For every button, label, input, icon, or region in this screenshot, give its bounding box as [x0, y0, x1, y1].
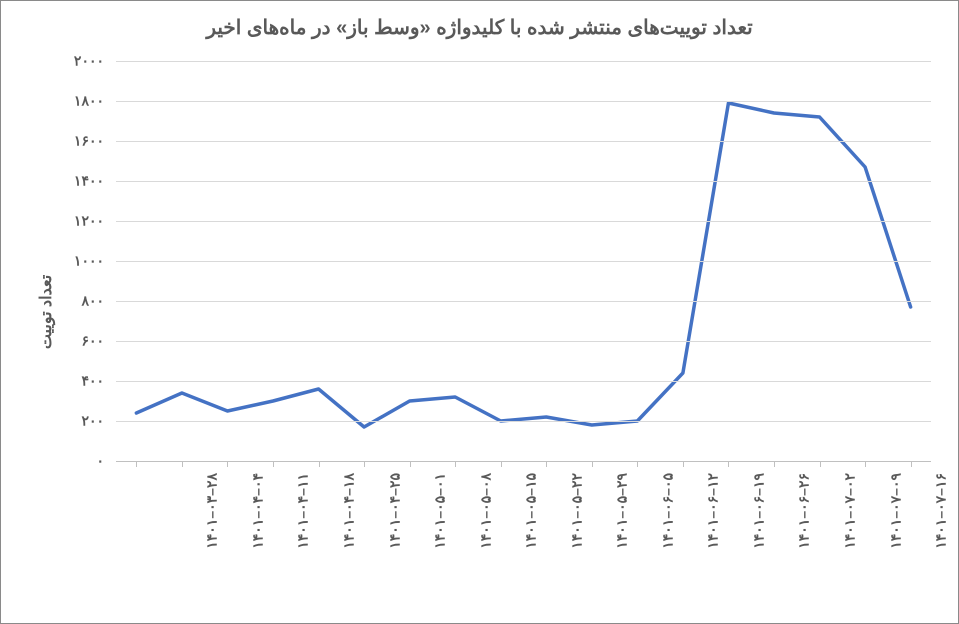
gridline	[116, 181, 931, 182]
x-tick-label: ۱۴۰۱–۰۵–۲۹	[614, 473, 631, 549]
x-tick-label: ۱۴۰۱–۰۳–۲۸	[204, 473, 221, 549]
x-tick-mark	[911, 461, 912, 467]
gridline	[116, 141, 931, 142]
y-tick-label: ۲۰۰۰	[1, 53, 104, 70]
y-tick-label: ۶۰۰	[1, 333, 104, 350]
x-tick-label: ۱۴۰۱–۰۶–۲۶	[796, 473, 813, 549]
gridline	[116, 101, 931, 102]
y-tick-label: ۱۴۰۰	[1, 173, 104, 190]
x-tick-label: ۱۴۰۱–۰۴–۱۱	[295, 473, 312, 549]
x-tick-label: ۱۴۰۱–۰۷–۰۹	[887, 473, 904, 549]
gridline	[116, 461, 931, 462]
x-tick-label: ۱۴۰۱–۰۵–۰۱	[432, 473, 449, 549]
x-tick-mark	[273, 461, 274, 467]
plot-area	[116, 61, 931, 461]
x-tick-label: ۱۴۰۱–۰۴–۱۸	[341, 473, 358, 549]
chart-title: تعداد توییت‌های منتشر شده با کلیدواژه «و…	[1, 15, 958, 40]
gridline	[116, 301, 931, 302]
gridline	[116, 61, 931, 62]
gridline	[116, 381, 931, 382]
y-tick-label: ۸۰۰	[1, 293, 104, 310]
x-tick-label: ۱۴۰۱–۰۶–۰۵	[660, 473, 677, 549]
x-tick-mark	[227, 461, 228, 467]
x-tick-mark	[865, 461, 866, 467]
x-tick-mark	[455, 461, 456, 467]
data-line	[136, 103, 910, 427]
x-tick-mark	[136, 461, 137, 467]
x-tick-mark	[319, 461, 320, 467]
x-tick-label: ۱۴۰۱–۰۵–۱۵	[523, 473, 540, 549]
x-tick-mark	[592, 461, 593, 467]
x-tick-label: ۱۴۰۱–۰۴–۰۴	[250, 473, 267, 549]
y-tick-label: ۰	[1, 453, 104, 470]
x-tick-mark	[410, 461, 411, 467]
x-tick-mark	[364, 461, 365, 467]
gridline	[116, 261, 931, 262]
x-tick-mark	[501, 461, 502, 467]
chart-container: تعداد توییت‌های منتشر شده با کلیدواژه «و…	[0, 0, 959, 624]
gridline	[116, 221, 931, 222]
x-tick-mark	[820, 461, 821, 467]
x-tick-label: ۱۴۰۱–۰۶–۱۲	[705, 473, 722, 549]
y-tick-label: ۱۲۰۰	[1, 213, 104, 230]
x-tick-label: ۱۴۰۱–۰۵–۲۲	[568, 473, 585, 549]
x-tick-mark	[728, 461, 729, 467]
x-tick-mark	[637, 461, 638, 467]
gridline	[116, 341, 931, 342]
x-tick-label: ۱۴۰۱–۰۶–۱۹	[751, 473, 768, 549]
x-tick-mark	[182, 461, 183, 467]
x-tick-label: ۱۴۰۱–۰۷–۰۲	[842, 473, 859, 549]
x-tick-label: ۱۴۰۱–۰۷–۱۶	[933, 473, 950, 549]
y-tick-label: ۲۰۰	[1, 413, 104, 430]
y-tick-label: ۱۰۰۰	[1, 253, 104, 270]
gridline	[116, 421, 931, 422]
y-tick-label: ۱۶۰۰	[1, 133, 104, 150]
x-tick-mark	[546, 461, 547, 467]
x-tick-label: ۱۴۰۱–۰۴–۲۵	[386, 473, 403, 549]
x-tick-label: ۱۴۰۱–۰۵–۰۸	[477, 473, 494, 549]
x-tick-mark	[683, 461, 684, 467]
y-tick-label: ۱۸۰۰	[1, 93, 104, 110]
x-tick-mark	[774, 461, 775, 467]
y-tick-label: ۴۰۰	[1, 373, 104, 390]
